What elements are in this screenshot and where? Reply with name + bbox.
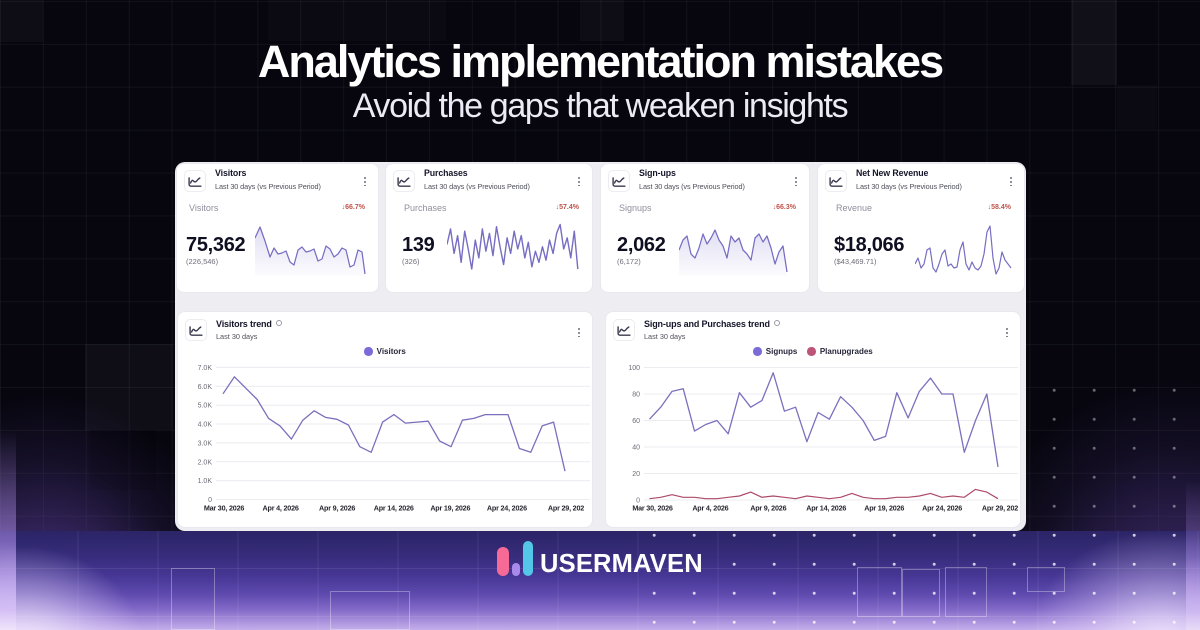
- svg-text:Apr 9, 2026: Apr 9, 2026: [319, 504, 355, 513]
- svg-text:Apr 9, 2026: Apr 9, 2026: [750, 504, 786, 513]
- svg-text:40: 40: [632, 445, 640, 452]
- svg-text:Apr 24, 2026: Apr 24, 2026: [922, 504, 962, 513]
- svg-text:20: 20: [632, 471, 640, 478]
- svg-text:5.0K: 5.0K: [198, 403, 213, 410]
- svg-text:80: 80: [632, 392, 640, 399]
- svg-text:6.0K: 6.0K: [198, 384, 213, 391]
- svg-text:0: 0: [636, 498, 640, 505]
- svg-text:Mar 30, 2026: Mar 30, 2026: [632, 504, 673, 513]
- svg-text:Apr 19, 2026: Apr 19, 2026: [430, 504, 470, 513]
- svg-text:60: 60: [632, 418, 640, 425]
- svg-text:Apr 29, 202: Apr 29, 202: [548, 504, 584, 513]
- svg-text:100: 100: [628, 365, 640, 372]
- svg-text:Apr 14, 2026: Apr 14, 2026: [806, 504, 846, 513]
- svg-text:3.0K: 3.0K: [198, 440, 213, 447]
- svg-text:7.0K: 7.0K: [198, 365, 213, 372]
- svg-text:4.0K: 4.0K: [198, 422, 213, 429]
- svg-text:Apr 4, 2026: Apr 4, 2026: [692, 504, 728, 513]
- svg-text:2.0K: 2.0K: [198, 459, 213, 466]
- svg-text:Apr 4, 2026: Apr 4, 2026: [263, 504, 299, 513]
- svg-text:1.0K: 1.0K: [198, 478, 213, 485]
- svg-text:Apr 24, 2026: Apr 24, 2026: [487, 504, 527, 513]
- svg-text:Mar 30, 2026: Mar 30, 2026: [204, 504, 245, 513]
- svg-text:Apr 19, 2026: Apr 19, 2026: [864, 504, 904, 513]
- svg-text:0: 0: [208, 497, 212, 504]
- svg-text:Apr 14, 2026: Apr 14, 2026: [374, 504, 414, 513]
- svg-text:Apr 29, 202: Apr 29, 202: [982, 504, 1018, 513]
